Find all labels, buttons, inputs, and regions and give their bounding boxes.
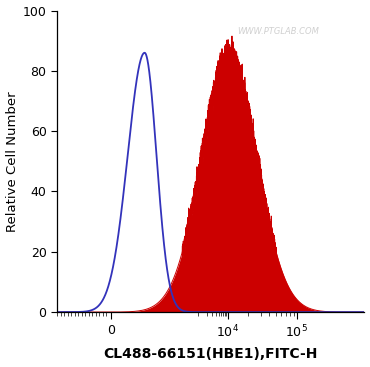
Y-axis label: Relative Cell Number: Relative Cell Number [6,91,18,232]
X-axis label: CL488-66151(HBE1),FITC-H: CL488-66151(HBE1),FITC-H [104,348,318,361]
Text: WWW.PTGLAB.COM: WWW.PTGLAB.COM [238,27,319,36]
